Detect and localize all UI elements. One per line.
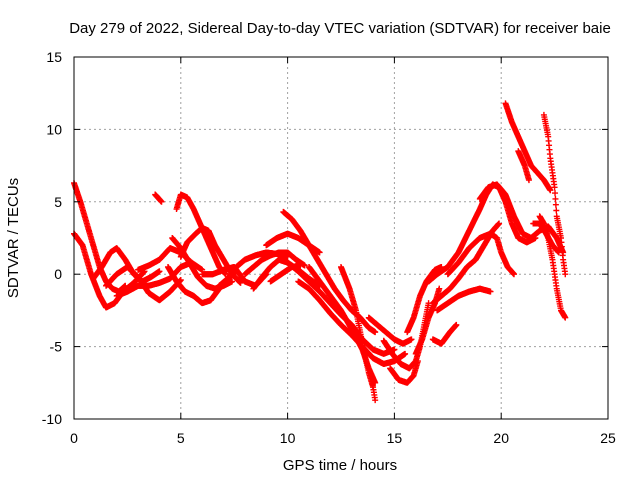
data-marks xyxy=(71,100,569,404)
grid xyxy=(74,57,608,419)
data-point xyxy=(237,279,244,286)
data-point xyxy=(156,268,163,275)
data-point xyxy=(158,198,165,205)
data-point xyxy=(229,278,236,285)
data-point xyxy=(177,276,184,283)
series-arc-7 xyxy=(152,191,165,205)
series-arc-3 xyxy=(90,245,163,285)
series-arc-5 xyxy=(113,259,195,299)
